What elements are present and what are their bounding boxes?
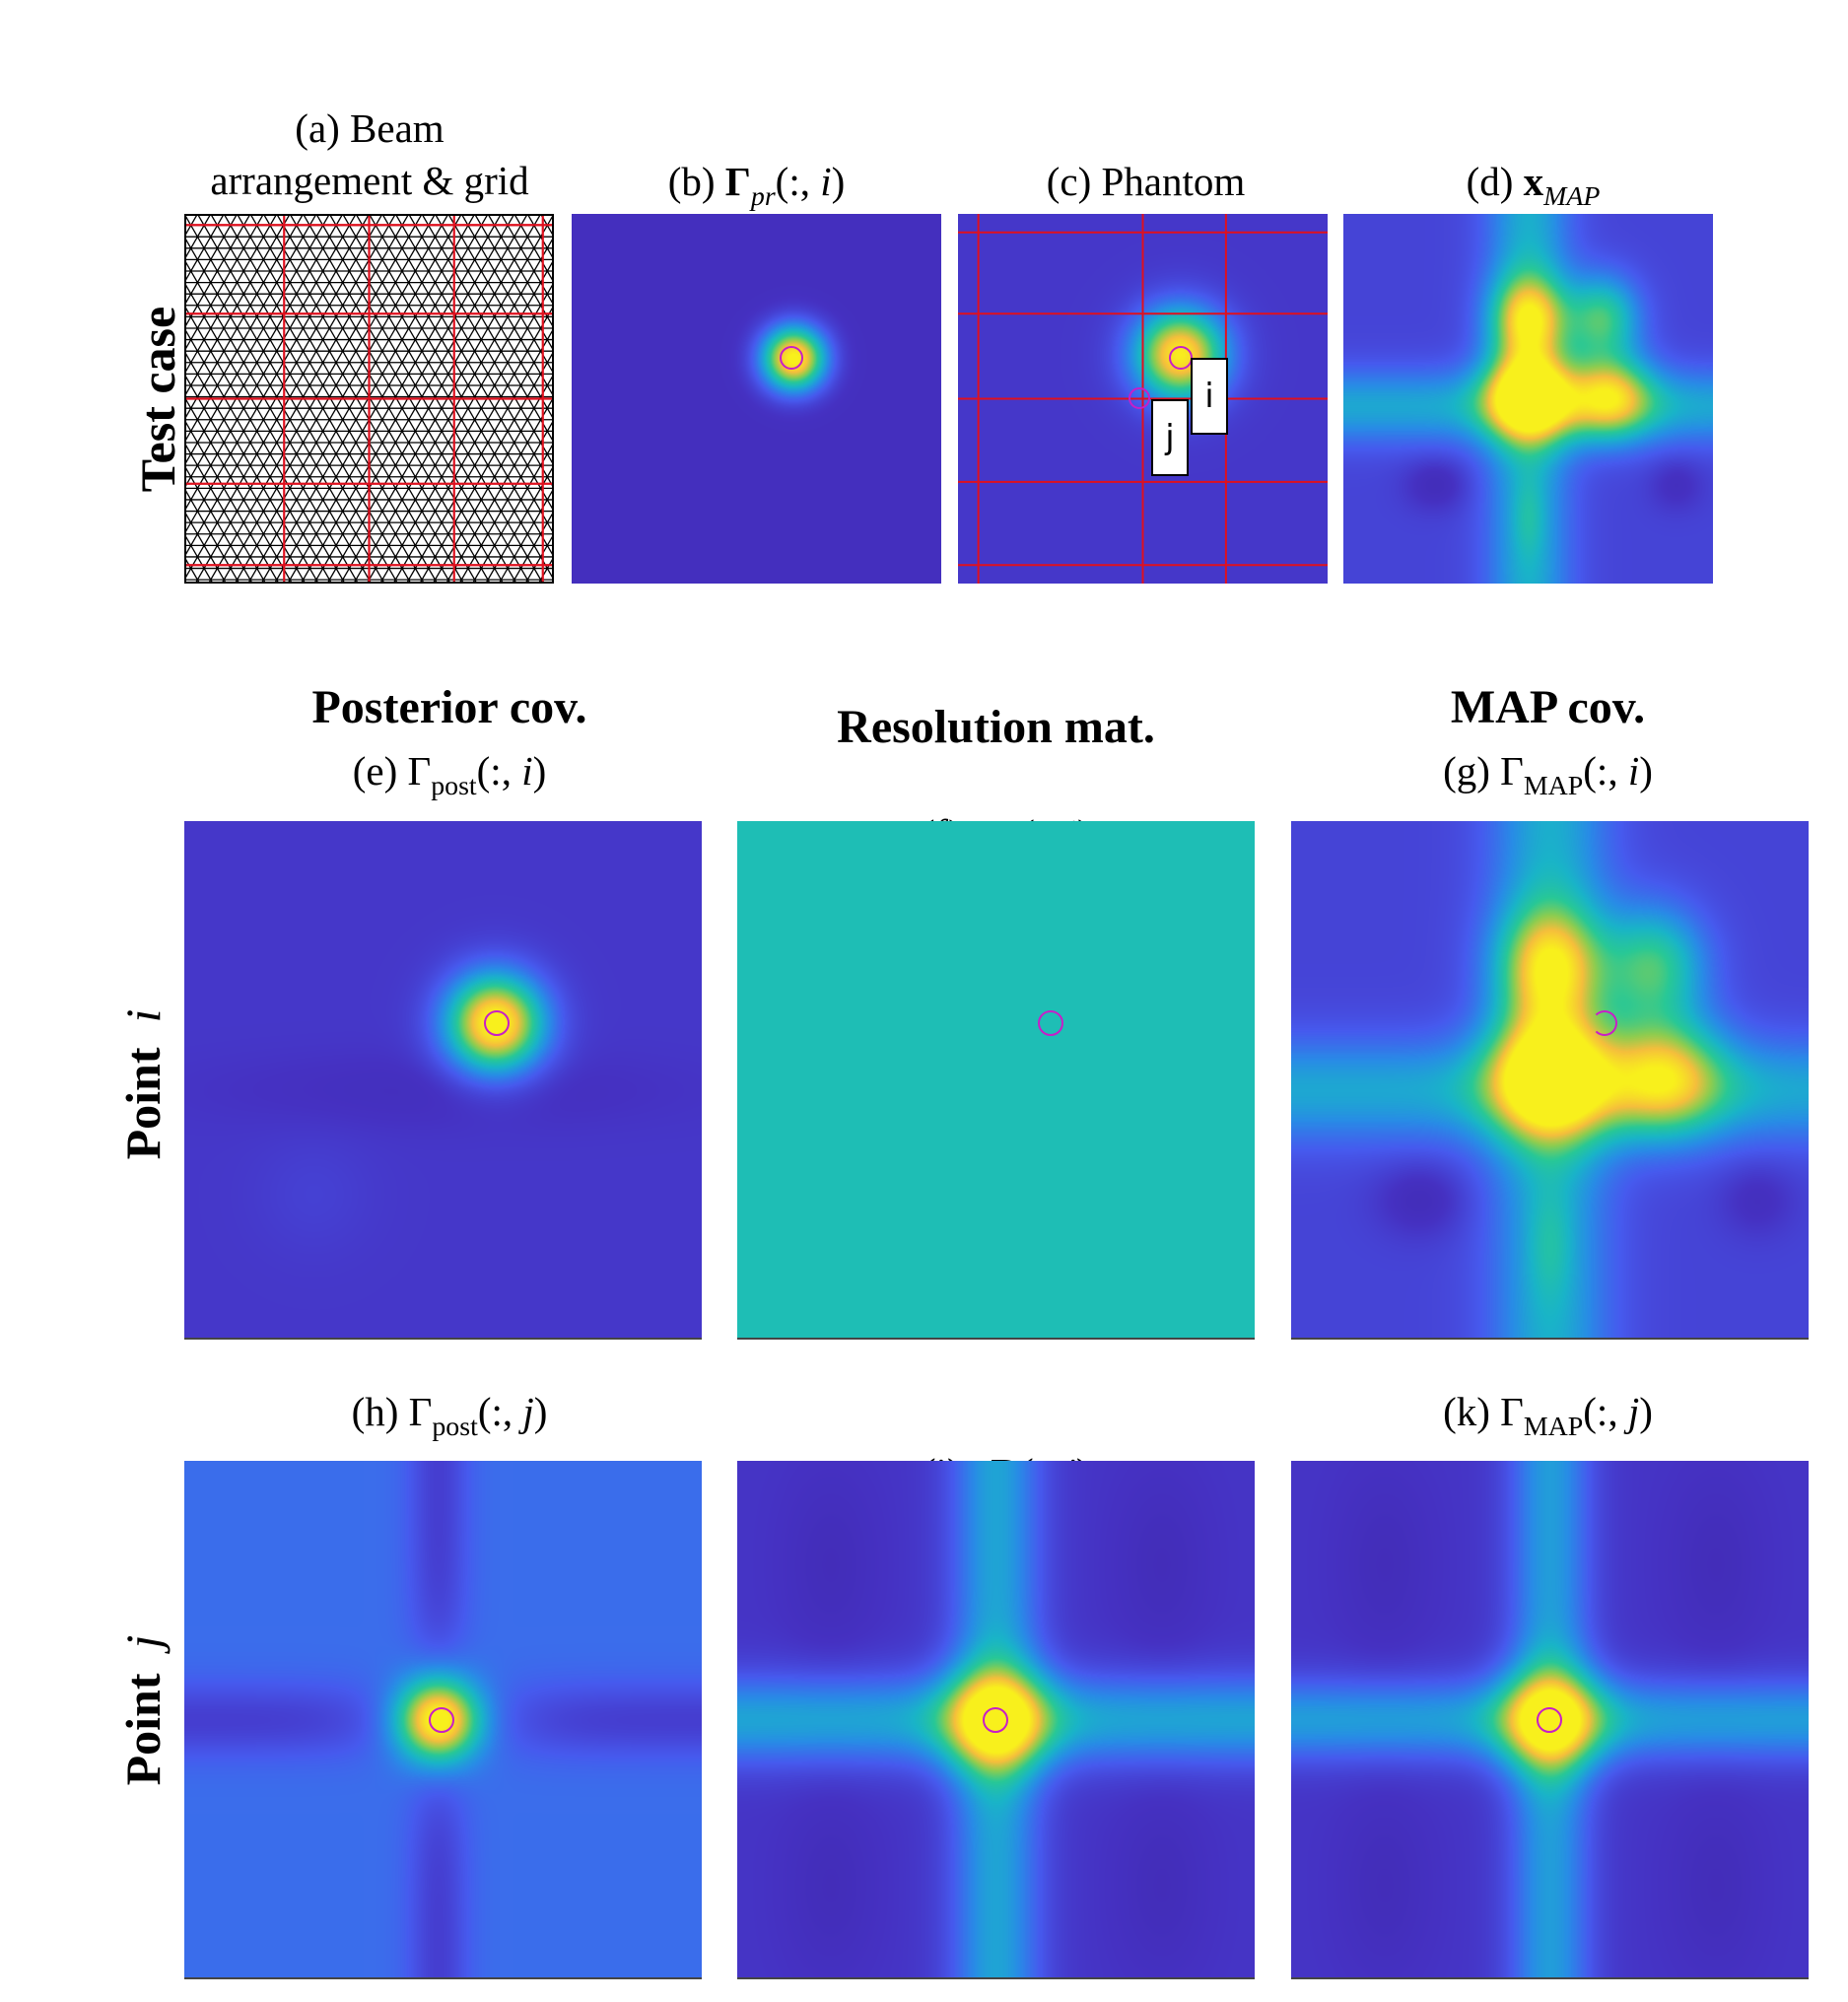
marker-point-i — [484, 1010, 510, 1036]
marker-point-i — [780, 346, 803, 370]
column-header-map: MAP cov. — [1450, 681, 1646, 733]
marker-point-i — [1038, 1010, 1063, 1036]
axis-line — [1291, 1977, 1809, 1979]
marker-point-j — [429, 1707, 454, 1733]
marker-point-j — [1129, 387, 1150, 409]
column-header-resolution: Resolution mat. — [837, 701, 1155, 753]
panel-g-map-cov-i — [1291, 821, 1809, 1339]
xmap-heatmap — [1343, 214, 1713, 584]
marker-point-i — [1592, 1010, 1617, 1036]
panel-e-posterior-cov-i — [184, 821, 702, 1339]
panel-a-title-line2: arrangement & grid — [210, 158, 529, 203]
posterior-cov-i-heatmap — [184, 821, 702, 1339]
axis-line — [1291, 1338, 1809, 1340]
map-cov-i-heatmap — [1291, 821, 1809, 1339]
row-label-point-i: Point i — [115, 1008, 171, 1160]
panel-g-title: (g) ΓMAP(:, i) — [1443, 748, 1653, 801]
marker-point-j — [1537, 1707, 1562, 1733]
panel-f-resolution-i — [737, 821, 1255, 1339]
panel-k-title: (k) ΓMAP(:, j) — [1443, 1389, 1653, 1442]
panel-b-prior-cov — [572, 214, 941, 584]
panel-h-title: (h) Γpost(:, j) — [351, 1389, 548, 1442]
panel-a-title-line1: (a) Beam — [295, 105, 445, 151]
panel-border — [184, 214, 554, 584]
marker-point-j — [983, 1707, 1008, 1733]
column-header-posterior: Posterior cov. — [311, 681, 587, 733]
axis-line — [184, 1977, 702, 1979]
panel-a-beam-grid — [184, 214, 554, 584]
panel-c-title: (c) Phantom — [1046, 159, 1246, 204]
panel-e-title: (e) Γpost(:, i) — [352, 748, 547, 801]
prior-cov-heatmap — [572, 214, 941, 584]
panel-d-xmap — [1343, 214, 1713, 584]
axis-line — [737, 1338, 1255, 1340]
axis-line — [184, 1338, 702, 1340]
label-tag-j: j — [1151, 399, 1189, 476]
marker-point-i — [1169, 346, 1193, 370]
beam-grid-plot — [184, 214, 554, 584]
panel-b-title: (b) Γpr(:, i) — [667, 159, 846, 212]
axis-line — [737, 1977, 1255, 1979]
panel-d-title: (d) xMAP — [1466, 159, 1601, 212]
row-label-test-case: Test case — [130, 306, 185, 493]
panel-a-title: (a) Beam arrangement & grid — [182, 108, 557, 201]
row-label-point-j: Point j — [115, 1634, 171, 1786]
label-tag-i: i — [1191, 358, 1228, 435]
